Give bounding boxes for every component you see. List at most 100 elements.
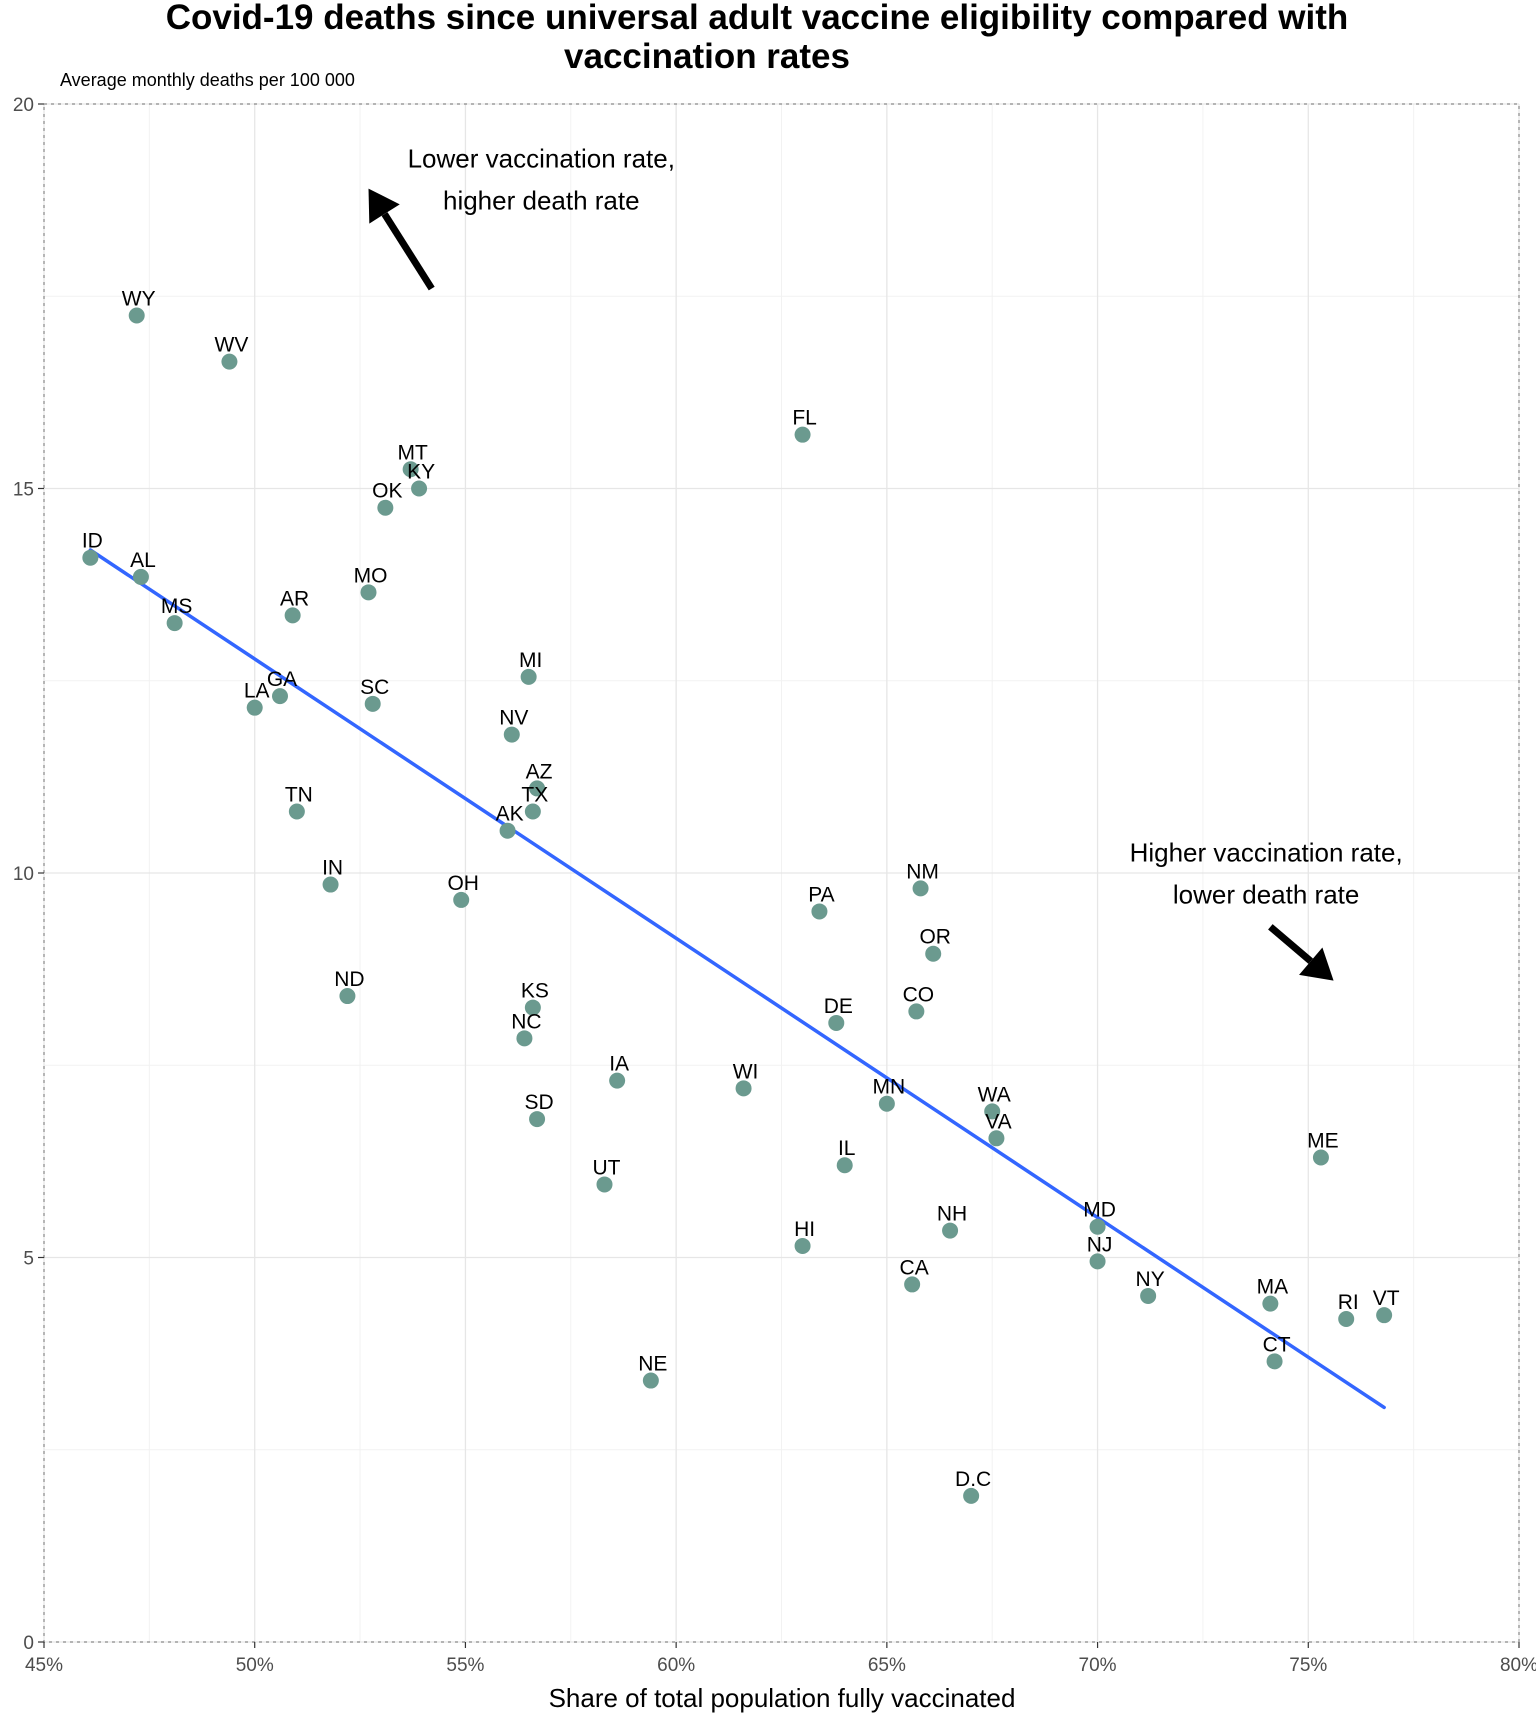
- x-tick-label: 65%: [868, 1655, 906, 1676]
- data-point: [529, 1111, 546, 1128]
- data-point: [221, 353, 238, 370]
- x-axis-label: Share of total population fully vaccinat…: [549, 1683, 1016, 1713]
- annotations-group: Lower vaccination rate, higher death rate…: [368, 143, 1403, 981]
- data-point: [524, 803, 541, 820]
- point-label: MA: [1257, 1276, 1289, 1299]
- annotation-lower-right-line: lower death rate: [1173, 879, 1359, 909]
- data-point: [596, 1176, 613, 1193]
- point-label: MD: [1083, 1199, 1116, 1222]
- point-label: NV: [499, 707, 528, 730]
- data-point: [1312, 1149, 1329, 1166]
- x-tick-label: 45%: [25, 1655, 63, 1676]
- grid: [43, 103, 1520, 1643]
- point-label: NM: [906, 860, 939, 883]
- arrow-up-left-icon: [368, 188, 435, 291]
- point-label: CO: [903, 983, 935, 1006]
- y-tick-label: 15: [13, 480, 34, 501]
- data-point: [904, 1276, 921, 1293]
- point-label: OH: [447, 872, 479, 895]
- point-label: KY: [407, 461, 435, 484]
- arrow-head: [1299, 947, 1334, 981]
- data-point: [912, 880, 929, 897]
- annotation-lower-right-line: Higher vaccination rate,: [1130, 837, 1403, 867]
- trend-line: [88, 548, 1386, 1410]
- point-label: DE: [824, 995, 853, 1018]
- data-point: [963, 1487, 980, 1504]
- data-point: [735, 1080, 752, 1097]
- points-group: [82, 307, 1393, 1504]
- point-label: VT: [1373, 1287, 1400, 1310]
- data-point: [942, 1222, 959, 1239]
- data-point: [284, 607, 301, 624]
- point-label: CA: [900, 1256, 929, 1279]
- data-point: [132, 568, 149, 585]
- data-point: [499, 822, 516, 839]
- point-label: SC: [360, 676, 389, 699]
- point-label: RI: [1338, 1291, 1359, 1314]
- x-tick-label: 75%: [1289, 1655, 1327, 1676]
- data-point: [878, 1095, 895, 1112]
- point-label: OK: [372, 480, 402, 503]
- point-label: UT: [593, 1156, 621, 1179]
- arrow-shaft: [1268, 924, 1313, 964]
- data-point: [828, 1014, 845, 1031]
- data-point: [984, 1103, 1001, 1120]
- data-point: [503, 726, 520, 743]
- point-label: MO: [354, 564, 388, 587]
- point-label: WY: [122, 287, 156, 310]
- point-label: VA: [985, 1110, 1011, 1133]
- point-label: MT: [397, 441, 427, 464]
- point-label: KS: [521, 980, 549, 1003]
- data-point: [339, 988, 356, 1005]
- point-label: NH: [937, 1203, 967, 1226]
- y-tick-label: 10: [13, 864, 34, 885]
- point-label: FL: [792, 407, 817, 430]
- data-point: [836, 1157, 853, 1174]
- data-point: [520, 668, 537, 685]
- point-label: ME: [1307, 1130, 1339, 1153]
- chart-title-line-1: Covid-19 deaths since universal adult va…: [166, 0, 1349, 37]
- x-tick-label: 80%: [1500, 1655, 1536, 1676]
- chart-subtitle: Average monthly deaths per 100 000: [60, 70, 355, 90]
- point-label: PA: [808, 883, 834, 906]
- point-label: MI: [519, 649, 542, 672]
- data-point: [642, 1372, 659, 1389]
- data-point: [166, 615, 183, 632]
- data-point: [402, 461, 419, 478]
- data-point: [811, 903, 828, 920]
- point-label: AK: [496, 803, 524, 826]
- point-label: MS: [161, 595, 193, 618]
- data-point: [377, 499, 394, 516]
- data-point: [1338, 1311, 1355, 1328]
- point-label: AL: [130, 549, 156, 572]
- data-point: [411, 480, 428, 497]
- point-label: AR: [280, 587, 309, 610]
- data-point: [1089, 1218, 1106, 1235]
- point-label: D.C: [955, 1468, 991, 1491]
- data-point: [794, 426, 811, 443]
- trend-line-group: [88, 548, 1386, 1410]
- point-label: NY: [1136, 1268, 1165, 1291]
- data-point: [322, 876, 339, 893]
- annotation-upper-left-line: Lower vaccination rate,: [408, 143, 675, 173]
- data-point: [453, 891, 470, 908]
- y-tick-label: 5: [23, 1249, 34, 1270]
- point-label: NC: [511, 1010, 541, 1033]
- point-label: TX: [521, 783, 548, 806]
- data-point: [794, 1237, 811, 1254]
- arrow-shaft: [381, 212, 435, 291]
- data-point: [609, 1072, 626, 1089]
- point-label: GA: [267, 668, 297, 691]
- data-point: [524, 999, 541, 1016]
- point-label: AZ: [526, 760, 553, 783]
- data-point: [516, 1030, 533, 1047]
- point-label: TN: [285, 783, 313, 806]
- point-label: MN: [873, 1076, 906, 1099]
- data-point: [246, 699, 263, 716]
- x-tick-label: 70%: [1079, 1655, 1117, 1676]
- data-point: [925, 945, 942, 962]
- point-label: NE: [638, 1353, 667, 1376]
- data-point: [529, 780, 546, 797]
